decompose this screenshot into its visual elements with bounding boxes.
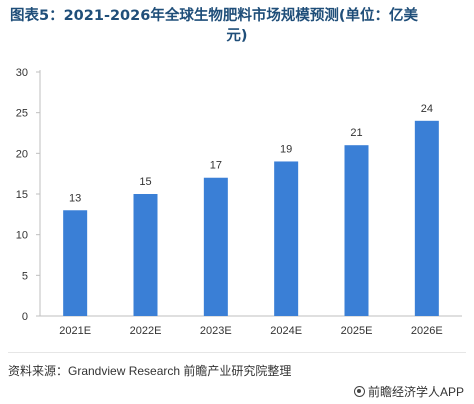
x-tick-label: 2023E <box>200 325 232 337</box>
bar <box>274 161 299 316</box>
y-tick-label: 10 <box>16 230 28 242</box>
chart-title-line2: 元) <box>226 28 248 44</box>
bar-value-label: 24 <box>421 103 433 115</box>
source-note: 资料来源：Grandview Research 前瞻产业研究院整理 <box>8 364 292 378</box>
chart-title: 图表5：2021-2026年全球生物肥料市场规模预测(单位：亿美 元) <box>10 6 464 46</box>
y-tick-label: 20 <box>16 148 28 160</box>
bar <box>344 145 369 316</box>
y-tick-label: 5 <box>22 270 28 282</box>
bar <box>203 177 228 316</box>
bar-value-label: 17 <box>210 160 222 172</box>
bar-value-label: 15 <box>139 176 151 188</box>
x-tick-label: 2026E <box>411 325 443 337</box>
x-tick-label: 2022E <box>130 325 162 337</box>
x-tick-label: 2025E <box>341 325 373 337</box>
y-tick-label: 25 <box>16 108 28 120</box>
bar-value-label: 13 <box>69 192 81 204</box>
y-tick-label: 0 <box>22 311 28 323</box>
brand-footer: 前瞻经济学人APP <box>353 383 464 400</box>
chart-title-line1: 图表5：2021-2026年全球生物肥料市场规模预测(单位：亿美 <box>10 8 418 24</box>
x-tick-label: 2021E <box>59 325 91 337</box>
bar-value-label: 21 <box>350 127 362 139</box>
bar <box>63 210 88 316</box>
y-tick-label: 30 <box>16 67 28 79</box>
brand-logo-icon <box>353 386 365 397</box>
x-tick-label: 2024E <box>270 325 302 337</box>
bar <box>133 194 158 316</box>
brand-name: 前瞻经济学人APP <box>367 385 464 399</box>
bar-value-label: 19 <box>280 143 292 155</box>
bar <box>414 120 439 316</box>
y-tick-label: 15 <box>16 189 28 201</box>
divider <box>8 352 466 353</box>
